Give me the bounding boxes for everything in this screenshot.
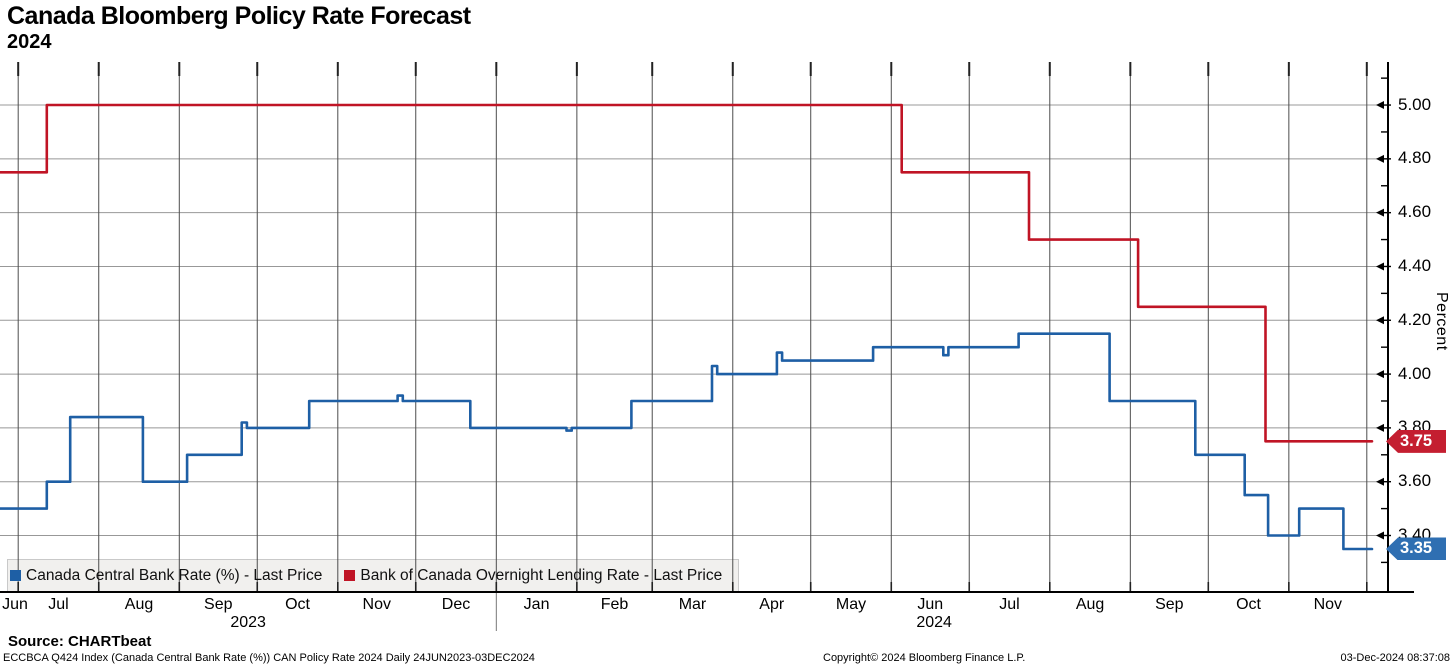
month-label: Jan bbox=[523, 596, 550, 613]
month-label: Sep bbox=[1155, 596, 1184, 613]
month-label: Nov bbox=[362, 596, 391, 613]
y-tick-arrow-icon bbox=[1376, 370, 1384, 379]
legend: Canada Central Bank Rate (%) - Last Pric… bbox=[10, 559, 736, 592]
legend-label-central-bank-rate: Canada Central Bank Rate (%) - Last Pric… bbox=[26, 566, 323, 584]
month-label: Mar bbox=[678, 596, 707, 613]
month-label: Nov bbox=[1313, 596, 1343, 613]
year-label: 2023 bbox=[230, 614, 266, 631]
month-label: Jul bbox=[999, 596, 1020, 613]
y-tick-label: 4.20 bbox=[1398, 309, 1432, 329]
y-tick-arrow-icon bbox=[1376, 101, 1384, 110]
legend-item-central-bank-rate: Canada Central Bank Rate (%) - Last Pric… bbox=[10, 567, 322, 585]
month-label: Jun bbox=[2, 596, 28, 613]
y-tick-arrow-icon bbox=[1376, 262, 1384, 271]
month-label: Oct bbox=[1236, 596, 1261, 613]
y-tick-arrow-icon bbox=[1376, 316, 1384, 325]
month-label: Sep bbox=[204, 596, 233, 613]
month-label: Aug bbox=[1075, 596, 1105, 613]
chart-subtitle: 2024 bbox=[7, 31, 52, 53]
y-tick-label: 4.80 bbox=[1398, 148, 1432, 168]
y-tick-arrow-icon bbox=[1376, 423, 1384, 432]
month-label: Dec bbox=[441, 596, 471, 613]
y-tick-label: 5.00 bbox=[1398, 94, 1432, 114]
y-tick-arrow-icon bbox=[1376, 208, 1384, 217]
y-tick-label: 4.00 bbox=[1398, 363, 1432, 383]
year-label: 2024 bbox=[916, 614, 952, 631]
month-label: Oct bbox=[285, 596, 310, 613]
legend-label-overnight-rate: Bank of Canada Overnight Lending Rate - … bbox=[360, 566, 723, 584]
source-label: Source: CHARTbeat bbox=[8, 633, 152, 650]
series-swatch-blue-icon bbox=[10, 570, 21, 581]
chart-title: Canada Bloomberg Policy Rate Forecast bbox=[7, 2, 471, 30]
y-axis-title: Percent bbox=[1433, 292, 1450, 351]
y-tick-label: 4.40 bbox=[1398, 255, 1432, 275]
series-line bbox=[0, 103, 1374, 443]
index-disclaimer: ECCBCA Q424 Index (Canada Central Bank R… bbox=[3, 652, 535, 664]
legend-box bbox=[7, 559, 739, 593]
last-price-badge: 3.75 bbox=[1386, 429, 1446, 453]
copyright-notice: Copyright© 2024 Bloomberg Finance L.P. bbox=[823, 652, 1026, 664]
y-tick-label: 4.60 bbox=[1398, 202, 1432, 222]
month-label: Feb bbox=[600, 596, 629, 613]
last-price-badge: 3.35 bbox=[1386, 537, 1446, 561]
month-label: Aug bbox=[124, 596, 154, 613]
month-label: Jul bbox=[48, 596, 69, 613]
month-label: Apr bbox=[759, 596, 785, 613]
y-tick-arrow-icon bbox=[1376, 531, 1384, 540]
series-line bbox=[0, 332, 1374, 551]
month-label: May bbox=[835, 596, 867, 613]
legend-item-overnight-rate: Bank of Canada Overnight Lending Rate - … bbox=[344, 567, 722, 585]
month-label: Jun bbox=[917, 596, 944, 613]
y-tick-arrow-icon bbox=[1376, 154, 1384, 163]
y-tick-label: 3.60 bbox=[1398, 471, 1432, 491]
series-swatch-red-icon bbox=[344, 570, 356, 581]
y-tick-arrow-icon bbox=[1376, 477, 1384, 486]
timestamp: 03-Dec-2024 08:37:08 bbox=[1340, 652, 1450, 664]
